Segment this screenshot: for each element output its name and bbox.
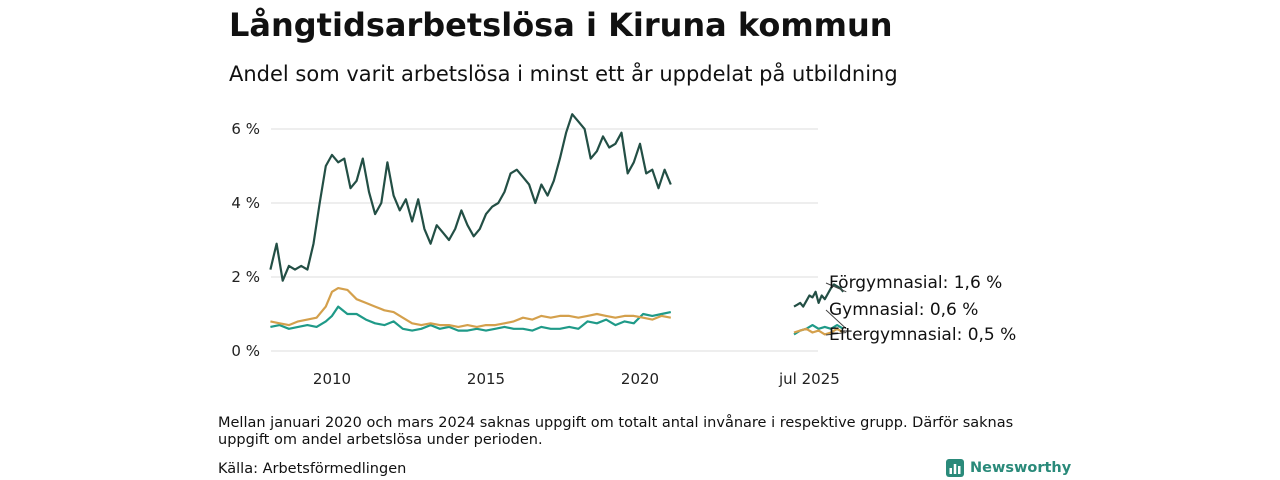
chart-title: Långtidsarbetslösa i Kiruna kommun <box>229 6 893 44</box>
chart-subtitle: Andel som varit arbetslösa i minst ett å… <box>229 62 898 86</box>
x-tick-label: 2015 <box>467 370 505 388</box>
y-tick-label: 0 % <box>231 342 260 360</box>
series-line-eftergymnasial <box>793 327 844 336</box>
series-line-förgymnasial <box>269 113 672 282</box>
series-layer <box>269 113 845 336</box>
footnote: Mellan januari 2020 och mars 2024 saknas… <box>218 415 1014 448</box>
axis-layer: 0 % 2 % 4 % 6 % 2010 2015 2020 jul 2025 <box>231 120 839 388</box>
end-label-förgymnasial: Förgymnasial: 1,6 % <box>829 273 1002 293</box>
line-chart: 0 % 2 % 4 % 6 % 2010 2015 2020 jul 2025 Förgymn… <box>231 113 1016 388</box>
y-tick-label: 6 % <box>231 120 260 138</box>
end-label-gymnasial: Gymnasial: 0,6 % <box>829 300 978 320</box>
x-tick-label: 2010 <box>313 370 351 388</box>
x-tick-label: 2020 <box>621 370 659 388</box>
y-tick-label: 2 % <box>231 268 260 286</box>
end-label-eftergymnasial: Eftergymnasial: 0,5 % <box>829 325 1016 345</box>
series-line-förgymnasial <box>793 283 845 308</box>
label-connector <box>825 309 847 330</box>
label-connector <box>825 282 847 293</box>
y-tick-label: 4 % <box>231 194 260 212</box>
newsworthy-logo: Newsworthy <box>946 459 1071 477</box>
source-note: Källa: Arbetsförmedlingen <box>218 461 407 477</box>
series-line-eftergymnasial <box>270 287 672 328</box>
label-connector <box>825 332 847 336</box>
end-label-layer: Förgymnasial: 1,6 % Gymnasial: 0,6 % Efter… <box>825 273 1016 345</box>
logo-text: Newsworthy <box>970 460 1072 476</box>
grid-layer <box>271 128 818 352</box>
bar-chart-icon <box>946 459 964 477</box>
x-tick-label: jul 2025 <box>778 370 840 388</box>
series-line-gymnasial <box>270 305 672 332</box>
